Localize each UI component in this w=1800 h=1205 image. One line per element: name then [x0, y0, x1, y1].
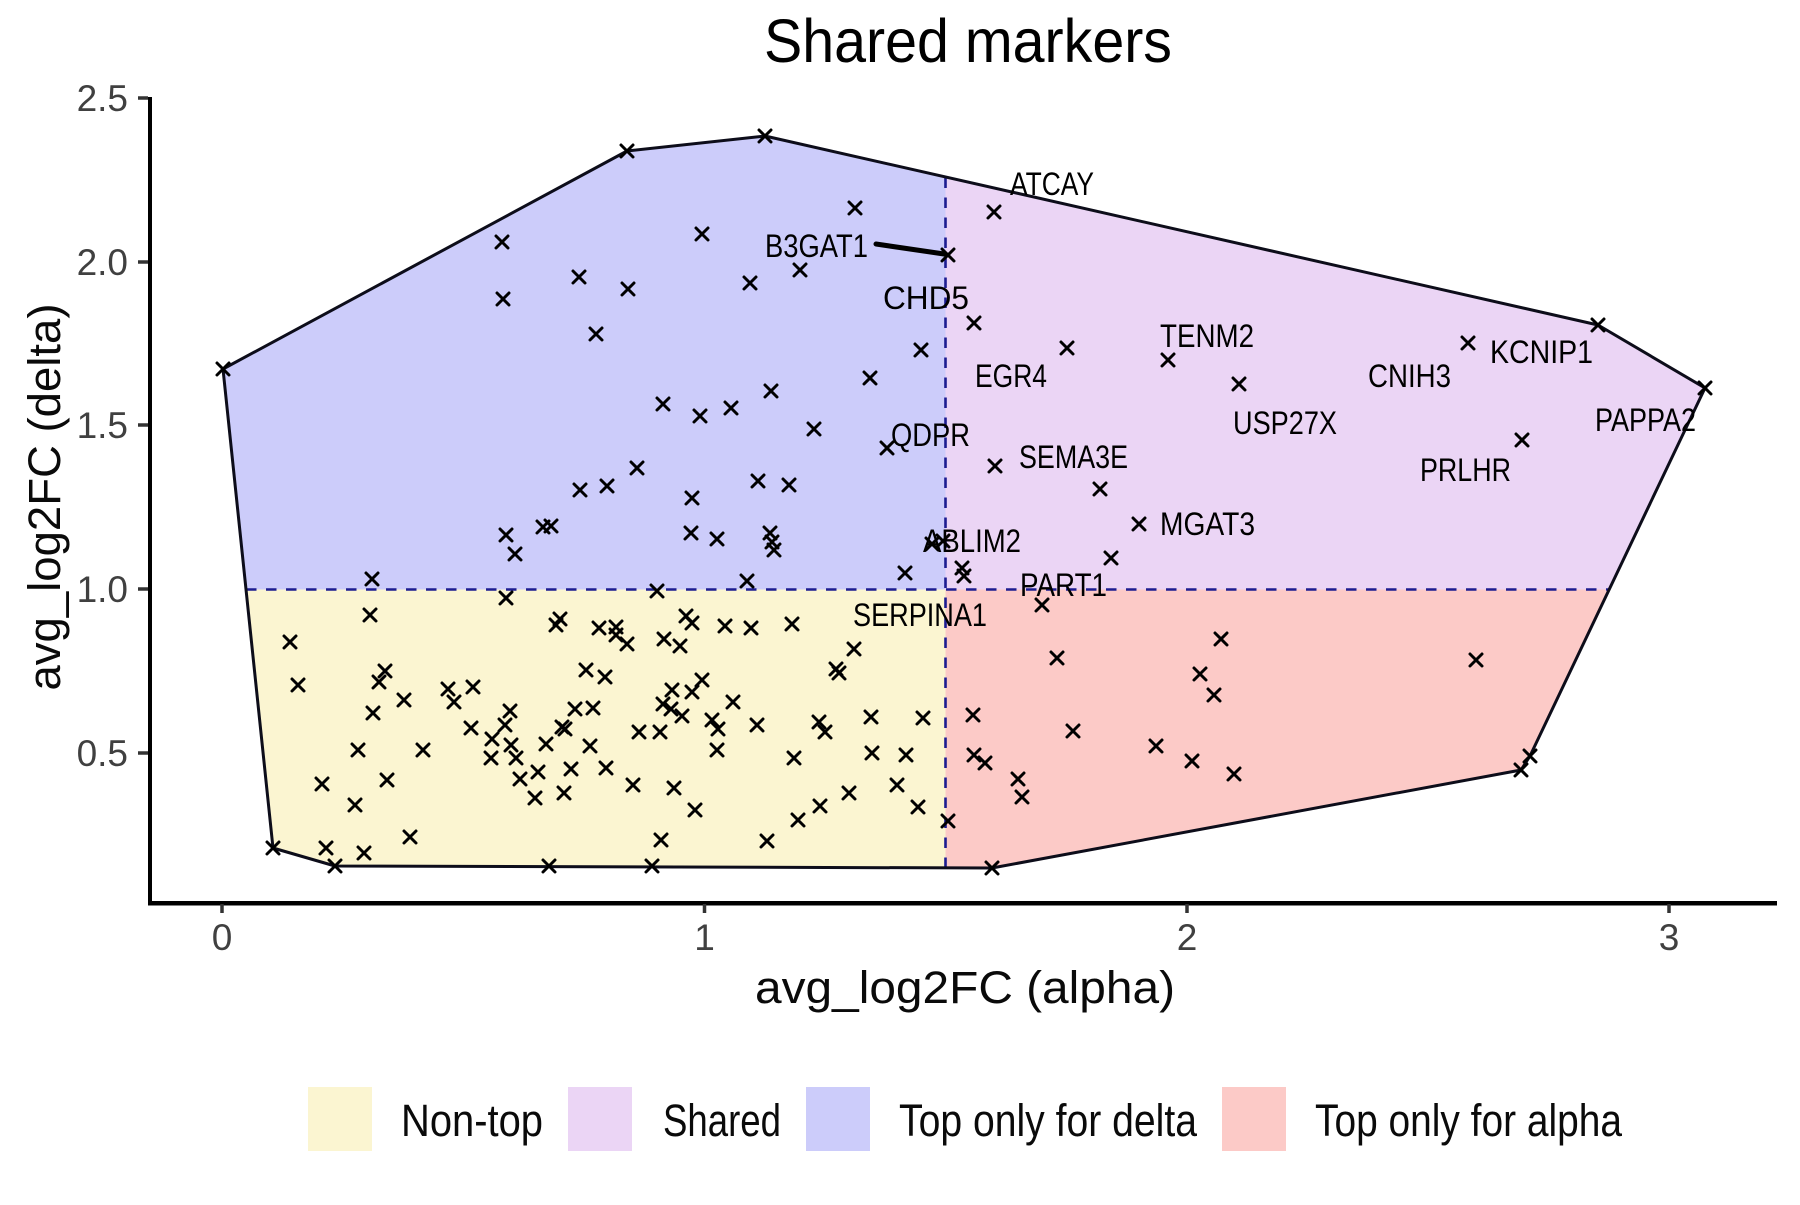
- svg-text:EGR4: EGR4: [975, 358, 1047, 394]
- svg-text:KCNIP1: KCNIP1: [1490, 334, 1593, 370]
- svg-text:Non-top: Non-top: [401, 1095, 543, 1146]
- svg-text:QDPR: QDPR: [891, 417, 970, 453]
- svg-text:Top only for delta: Top only for delta: [899, 1095, 1198, 1146]
- svg-text:avg_log2FC (delta): avg_log2FC (delta): [19, 304, 70, 691]
- svg-text:2: 2: [1177, 917, 1198, 958]
- svg-text:0: 0: [212, 917, 233, 958]
- svg-text:CNIH3: CNIH3: [1368, 358, 1451, 394]
- svg-text:SERPINA1: SERPINA1: [853, 597, 987, 633]
- svg-text:PAPPA2: PAPPA2: [1595, 402, 1696, 438]
- svg-text:1.0: 1.0: [77, 569, 128, 610]
- svg-text:Shared markers: Shared markers: [764, 7, 1172, 75]
- svg-text:USP27X: USP27X: [1233, 405, 1337, 441]
- svg-text:MGAT3: MGAT3: [1160, 506, 1255, 542]
- svg-text:PRLHR: PRLHR: [1420, 452, 1511, 488]
- svg-text:1: 1: [694, 917, 715, 958]
- svg-text:2.0: 2.0: [77, 242, 128, 283]
- svg-text:B3GAT1: B3GAT1: [765, 228, 868, 264]
- svg-text:1.5: 1.5: [77, 405, 128, 446]
- svg-text:SEMA3E: SEMA3E: [1019, 439, 1128, 475]
- svg-text:PART1: PART1: [1020, 567, 1107, 603]
- svg-text:Shared: Shared: [663, 1095, 781, 1146]
- svg-text:avg_log2FC (alpha): avg_log2FC (alpha): [755, 962, 1175, 1013]
- svg-text:ATCAY: ATCAY: [1010, 166, 1094, 202]
- svg-text:Top only for alpha: Top only for alpha: [1315, 1095, 1623, 1146]
- svg-text:ABLIM2: ABLIM2: [923, 523, 1021, 559]
- svg-text:3: 3: [1659, 917, 1680, 958]
- svg-text:CHD5: CHD5: [883, 280, 969, 316]
- svg-text:0.5: 0.5: [77, 733, 128, 774]
- svg-text:2.5: 2.5: [77, 78, 128, 119]
- svg-text:TENM2: TENM2: [1160, 318, 1254, 354]
